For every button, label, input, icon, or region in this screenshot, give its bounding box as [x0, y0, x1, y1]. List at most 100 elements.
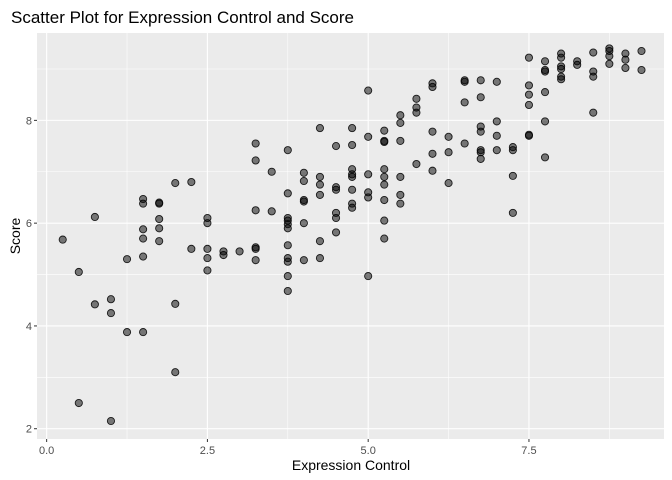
data-points: [58, 44, 646, 426]
scatter-point: [540, 57, 550, 66]
scatter-point: [348, 185, 357, 194]
scatter-point: [396, 172, 405, 181]
scatter-point: [74, 398, 83, 408]
scatter-point: [299, 168, 308, 177]
scatter-point: [283, 224, 292, 233]
scatter-point: [251, 139, 260, 148]
scatter-point: [460, 98, 469, 107]
scatter-point: [203, 219, 212, 228]
scatter-point: [171, 299, 180, 308]
scatter-point: [621, 55, 630, 64]
scatter-point: [364, 170, 373, 179]
scatter-point: [524, 100, 534, 109]
scatter-point: [331, 228, 341, 237]
scatter-point: [283, 146, 292, 155]
scatter-point: [508, 146, 517, 155]
scatter-point: [508, 208, 517, 217]
scatter-point: [380, 165, 389, 174]
scatter-point: [171, 368, 180, 377]
scatter-point: [267, 167, 276, 176]
x-axis: 0.0 2.5 5.0 7.5: [39, 439, 537, 457]
scatter-point: [348, 124, 357, 133]
scatter-point: [492, 131, 501, 140]
scatter-point: [90, 300, 99, 309]
chart-title: Scatter Plot for Expression Control and …: [11, 8, 354, 27]
y-tick-label: 2: [26, 424, 32, 436]
scatter-point: [331, 185, 341, 194]
scatter-point: [540, 117, 550, 126]
scatter-point: [251, 244, 260, 253]
scatter-point: [557, 75, 566, 84]
scatter-point: [219, 250, 228, 260]
scatter-point: [203, 266, 212, 275]
y-tick-label: 4: [26, 321, 32, 333]
scatter-point: [90, 212, 99, 222]
scatter-point: [396, 111, 405, 120]
scatter-point: [380, 195, 389, 205]
scatter-point: [315, 180, 325, 189]
scatter-point: [331, 213, 341, 223]
scatter-point: [396, 199, 405, 208]
scatter-point: [139, 234, 148, 243]
scatter-point: [508, 171, 517, 180]
scatter-point: [444, 132, 453, 141]
scatter-point: [315, 172, 325, 181]
scatter-point: [524, 81, 534, 90]
scatter-point: [476, 127, 485, 136]
scatter-point: [428, 82, 437, 92]
scatter-point: [460, 77, 469, 86]
scatter-point: [573, 60, 582, 69]
scatter-point: [637, 46, 646, 56]
scatter-point: [155, 214, 164, 224]
scatter-point: [589, 108, 598, 117]
scatter-point: [492, 146, 501, 155]
scatter-point: [315, 237, 325, 246]
scatter-point: [187, 177, 196, 187]
scatter-point: [139, 225, 148, 234]
scatter-point: [380, 137, 389, 146]
scatter-point: [283, 257, 292, 266]
scatter-point: [106, 309, 115, 318]
scatter-point: [251, 206, 260, 215]
scatter-point: [605, 59, 614, 68]
scatter-point: [364, 193, 373, 202]
scatter-point: [155, 199, 164, 208]
scatter-point: [299, 197, 308, 206]
scatter-point: [589, 72, 598, 81]
scatter-point: [540, 88, 550, 97]
y-tick-label: 6: [26, 218, 32, 230]
scatter-point: [155, 237, 164, 246]
scatter-point: [460, 139, 469, 148]
y-tick-label: 8: [26, 115, 32, 127]
x-tick-label: 0.0: [39, 445, 54, 457]
scatter-point: [171, 179, 180, 188]
scatter-point: [348, 172, 357, 181]
x-tick-label: 5.0: [361, 445, 376, 457]
scatter-point: [315, 190, 325, 199]
scatter-point: [74, 267, 83, 277]
scatter-point: [315, 254, 325, 263]
scatter-point: [492, 117, 501, 126]
plot-panel: [37, 33, 664, 439]
scatter-point: [348, 140, 357, 150]
scatter-point: [155, 224, 164, 233]
scatter-point: [315, 124, 325, 133]
scatter-point: [283, 272, 292, 281]
scatter-point: [283, 286, 292, 296]
scatter-point: [380, 234, 389, 243]
scatter-point: [492, 77, 501, 86]
x-axis-title: Expression Control: [292, 457, 410, 473]
y-axis: 2 4 6 8: [26, 115, 37, 436]
scatter-point: [348, 203, 357, 212]
scatter-point: [396, 136, 405, 145]
scatter-point: [412, 159, 421, 169]
scatter-point: [299, 176, 308, 186]
scatter-point: [106, 295, 115, 304]
scatter-point: [396, 118, 405, 127]
scatter-point: [476, 148, 485, 157]
scatter-point: [299, 256, 308, 265]
scatter-point: [589, 48, 598, 57]
scatter-point: [380, 126, 389, 135]
scatter-point: [428, 166, 437, 175]
scatter-point: [122, 255, 132, 264]
